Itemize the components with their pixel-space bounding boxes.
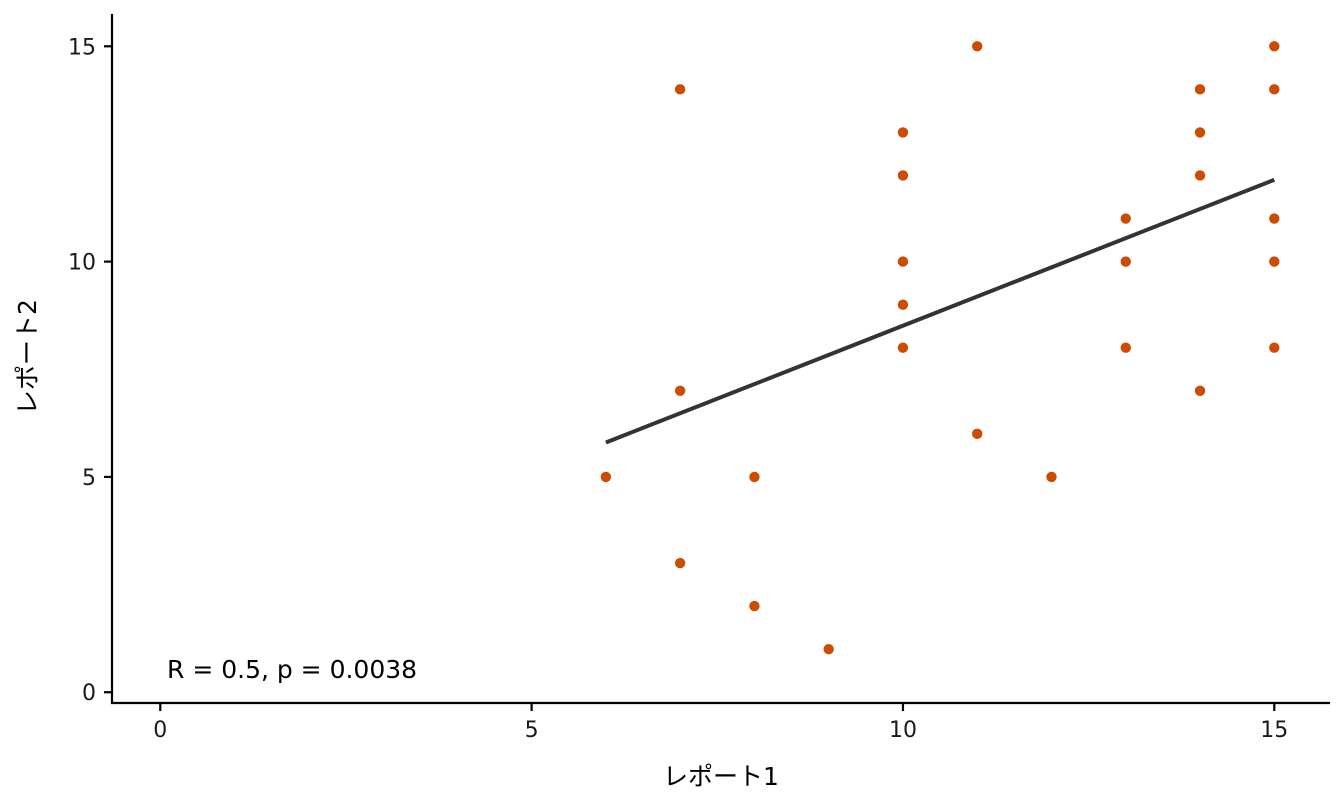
data-point (749, 600, 760, 612)
y-axis-ticks: 0 5 10 15 (68, 35, 112, 706)
data-point (823, 643, 834, 655)
data-point (1269, 41, 1280, 52)
y-tick-label: 0 (82, 681, 96, 706)
data-point (674, 84, 686, 95)
data-point (674, 385, 686, 396)
data-point (1194, 170, 1206, 181)
data-point (600, 471, 612, 483)
x-axis-title: レポート1 (663, 762, 779, 791)
data-point (897, 127, 909, 138)
data-point (674, 557, 686, 569)
data-point (749, 471, 760, 483)
correlation-annotation: R = 0.5, p = 0.0038 (167, 655, 417, 684)
data-point (1194, 127, 1206, 138)
x-axis-ticks: 0 5 10 15 (153, 703, 1288, 743)
data-point (972, 41, 983, 52)
data-point (1269, 342, 1280, 353)
data-point (897, 342, 909, 353)
x-tick-label: 5 (525, 718, 539, 743)
x-tick-label: 0 (153, 718, 167, 743)
y-axis-title: レポート2 (13, 299, 42, 415)
data-point (972, 428, 983, 440)
regression-line (605, 177, 1276, 445)
y-tick-label: 10 (68, 251, 96, 276)
y-tick-label: 5 (82, 466, 96, 491)
data-point (897, 170, 909, 181)
data-point (1194, 385, 1206, 396)
y-tick-label: 15 (68, 35, 96, 60)
axes-layer: 0 5 10 15 0 5 10 15 (68, 14, 1330, 743)
data-point (897, 256, 909, 267)
data-point (1194, 84, 1206, 95)
data-point (1269, 213, 1280, 224)
data-point (1269, 84, 1280, 95)
data-point (1120, 256, 1131, 267)
x-tick-label: 15 (1260, 718, 1288, 743)
marks-layer (600, 41, 1280, 655)
x-tick-label: 10 (889, 718, 917, 743)
data-point (1046, 471, 1057, 483)
data-point (1269, 256, 1280, 267)
data-point (1120, 213, 1131, 224)
data-point (897, 299, 909, 310)
data-point (1120, 342, 1131, 353)
